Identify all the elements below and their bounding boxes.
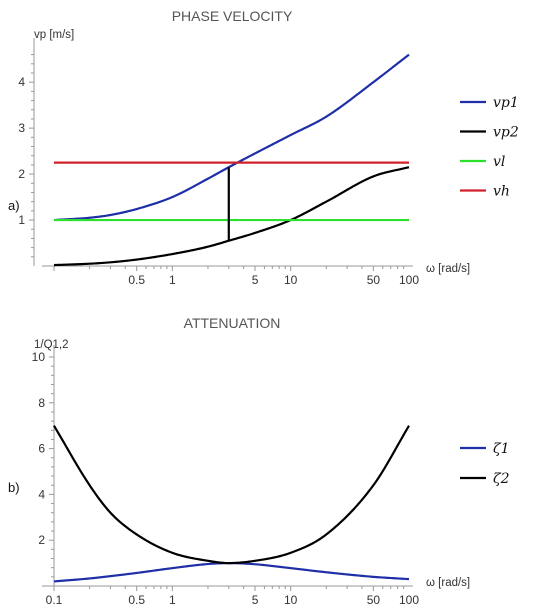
panel-label-b: b): [8, 480, 20, 495]
x-tick-label: 0.5: [128, 593, 145, 607]
legend-label: vp2: [493, 125, 519, 141]
x-tick-label: 0.5: [128, 273, 145, 287]
attenuation-title: ATTENUATION: [184, 315, 281, 331]
x-tick-label: 5: [252, 593, 259, 607]
series-line-vp1: [53, 53, 410, 222]
panel-label-a: a): [8, 198, 20, 213]
y-tick-label: 4: [18, 75, 25, 89]
legend-label: ζ2: [493, 471, 510, 487]
series-line-1: [53, 562, 410, 583]
y-tick-label: 10: [32, 350, 46, 364]
phase-velocity-chart: PHASE VELOCITY vp [m/s] ω [rad/s] a) 0.5…: [8, 8, 519, 287]
series-line-vp2: [53, 166, 410, 267]
phase-velocity-axes: 0.5 1 5 10 50 100 1 2 3 4: [18, 38, 419, 287]
phase-velocity-title: PHASE VELOCITY: [172, 8, 293, 24]
legend-label: vl: [493, 154, 505, 170]
y-tick-label: 8: [38, 396, 45, 410]
y-tick-label: 2: [18, 167, 25, 181]
y-tick-label: 6: [38, 442, 45, 456]
phase-velocity-xlabel: ω [rad/s]: [426, 263, 470, 275]
legend-label: vp1: [493, 95, 519, 111]
attenuation-xlabel: ω [rad/s]: [426, 577, 470, 589]
legend-label: ζ1: [493, 441, 510, 457]
x-tick-label: 1: [169, 273, 176, 287]
y-tick-label: 3: [18, 121, 25, 135]
series-line-2: [53, 425, 410, 565]
x-tick-label: 1: [169, 593, 176, 607]
attenuation-ylabel: 1/Q1,2: [34, 339, 69, 351]
attenuation-series: [53, 425, 410, 583]
x-tick-label: 50: [367, 593, 381, 607]
attenuation-axes: 0.1 0.5 1 5 10 50 100 2 4 6 8 10: [32, 345, 419, 607]
x-tick-label: 100: [399, 273, 419, 287]
y-tick-label: 4: [38, 487, 45, 501]
x-tick-label: 10: [284, 593, 298, 607]
x-tick-label: 100: [399, 593, 419, 607]
phase-velocity-legend: vp1 vp2 vl vh: [460, 95, 519, 200]
legend-label: vh: [493, 184, 510, 200]
x-tick-label: 10: [284, 273, 298, 287]
y-tick-label: 2: [38, 533, 45, 547]
attenuation-chart: ATTENUATION 1/Q1,2 ω [rad/s] b) 0.1 0.5 1 5…: [8, 315, 510, 607]
x-tick-label: 50: [367, 273, 381, 287]
x-tick-label: 5: [252, 273, 259, 287]
attenuation-legend: ζ1 ζ2: [460, 441, 510, 487]
phase-velocity-ylabel: vp [m/s]: [34, 29, 74, 41]
y-tick-label: 1: [18, 213, 25, 227]
phase-velocity-series: [53, 53, 410, 267]
x-tick-label: 0.1: [46, 593, 63, 607]
